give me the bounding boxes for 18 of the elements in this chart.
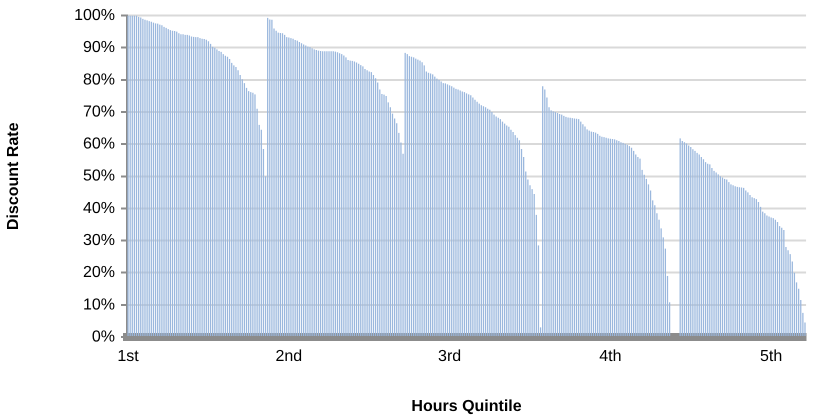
x-tick-label: 2nd	[275, 348, 302, 366]
y-tick-label: 80%	[82, 71, 115, 88]
x-axis-title: Hours Quintile	[411, 398, 522, 415]
y-tick-label: 10%	[82, 296, 115, 314]
y-tick-label: 0%	[92, 328, 115, 346]
y-tick-label: 60%	[82, 136, 115, 153]
y-tick-label: 90%	[82, 39, 115, 56]
x-tick-label: 1st	[117, 348, 140, 366]
y-tick-label: 40%	[82, 200, 115, 217]
y-tick-label: 100%	[74, 7, 115, 24]
y-axis-title: Discount Rate	[5, 122, 22, 230]
y-tick-label: 70%	[82, 103, 115, 120]
y-tick-label: 30%	[82, 232, 115, 249]
y-tick-label: 50%	[82, 168, 115, 185]
y-tick-label: 20%	[82, 264, 115, 282]
x-tick-label: 5th	[760, 348, 782, 366]
x-tick-label: 3rd	[438, 348, 462, 366]
x-tick-label: 4th	[599, 348, 622, 366]
